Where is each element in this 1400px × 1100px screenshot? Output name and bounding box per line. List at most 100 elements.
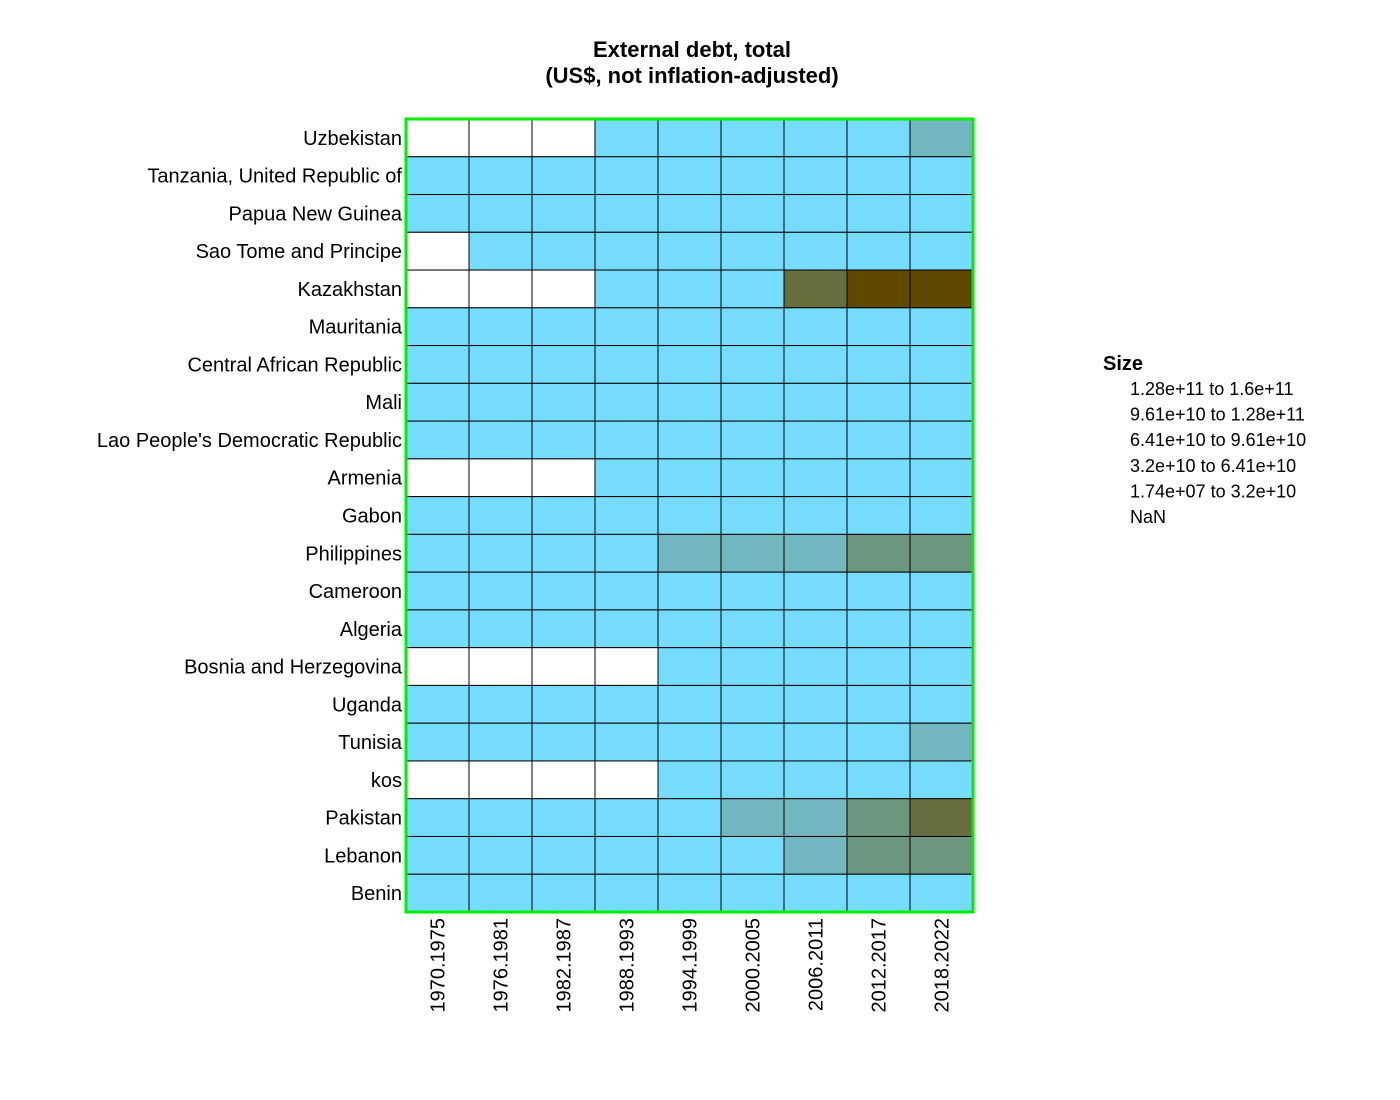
heatmap-cell: [657, 458, 722, 498]
heatmap-cell: [846, 382, 911, 422]
heatmap-cell: [846, 533, 911, 573]
heatmap-cell: [468, 231, 533, 271]
heatmap-cell: [657, 496, 722, 535]
row-label: kos: [371, 770, 402, 792]
heatmap-cell: [531, 345, 596, 384]
heatmap-cell: [846, 420, 911, 460]
heatmap-cell: [783, 496, 848, 535]
heatmap-cell: [783, 382, 848, 422]
legend-item-label: 1.74e+07 to 3.2e+10: [1130, 481, 1296, 501]
row-label: Cameroon: [309, 581, 402, 603]
heatmap-cell: [531, 307, 596, 347]
heatmap-cell: [468, 194, 533, 233]
heatmap-cell: [405, 420, 470, 460]
heatmap-cell: [846, 458, 911, 498]
heatmap-cell: [909, 533, 974, 573]
heatmap-cell: [468, 533, 533, 573]
heatmap-cell: [657, 609, 722, 649]
heatmap-cell: [783, 609, 848, 649]
column-label: 1988.1993: [617, 918, 639, 1013]
heatmap-cell: [783, 420, 848, 460]
heatmap-cell: [783, 571, 848, 611]
heatmap-cell: [594, 458, 659, 498]
heatmap-cell: [846, 571, 911, 611]
heatmap-cell: [909, 420, 974, 460]
heatmap-cell: [720, 269, 785, 309]
heatmap-cell: [909, 571, 974, 611]
heatmap-cell: [846, 118, 911, 158]
heatmap-cell: [594, 156, 659, 196]
heatmap-cell: [783, 269, 848, 309]
heatmap-cell: [594, 345, 659, 384]
heatmap-cell: [594, 496, 659, 535]
heatmap-cell: [783, 118, 848, 158]
heatmap-cell: [909, 722, 974, 762]
row-label: Benin: [351, 883, 402, 905]
heatmap-cell: [909, 269, 974, 309]
heatmap-cell: [405, 873, 470, 913]
heatmap-cell: [468, 458, 533, 498]
heatmap-cell: [405, 382, 470, 422]
heatmap-cell: [846, 722, 911, 762]
row-label: Tanzania, United Republic of: [147, 166, 402, 188]
row-label: Tunisia: [338, 732, 403, 754]
heatmap-cell: [531, 873, 596, 913]
heatmap-cell: [657, 722, 722, 762]
heatmap-cell: [720, 533, 785, 573]
heatmap-cell: [909, 307, 974, 347]
heatmap-cell: [405, 835, 470, 875]
heatmap-cell: [405, 647, 470, 686]
chart-title-line-1: External debt, total: [593, 37, 791, 62]
column-label: 1976.1981: [491, 918, 513, 1013]
row-label: Armenia: [328, 468, 403, 490]
heatmap-cell: [720, 420, 785, 460]
heatmap-cell: [783, 873, 848, 913]
legend-item-label: 3.2e+10 to 6.41e+10: [1130, 456, 1296, 476]
heatmap-cell: [594, 307, 659, 347]
heatmap-cell: [909, 873, 974, 913]
heatmap-cell: [468, 156, 533, 196]
heatmap-cell: [846, 684, 911, 724]
heatmap-cell: [531, 533, 596, 573]
row-label: Mali: [365, 392, 402, 414]
heatmap-cell: [594, 798, 659, 837]
heatmap-cell: [909, 194, 974, 233]
heatmap-cell: [468, 684, 533, 724]
heatmap-cell: [657, 684, 722, 724]
heatmap-cell: [468, 798, 533, 837]
row-label: Sao Tome and Principe: [196, 241, 402, 263]
heatmap-cell: [594, 684, 659, 724]
heatmap-cell: [657, 118, 722, 158]
heatmap-cell: [405, 760, 470, 800]
heatmap-cell: [657, 345, 722, 384]
heatmap-cell: [468, 345, 533, 384]
heatmap-cell: [783, 231, 848, 271]
row-label: Papua New Guinea: [229, 203, 403, 225]
heatmap-cell: [531, 231, 596, 271]
heatmap-cell: [468, 496, 533, 535]
row-label: Lao People's Democratic Republic: [97, 430, 402, 452]
heatmap-cell: [783, 722, 848, 762]
heatmap-cell: [720, 647, 785, 686]
heatmap-cell: [846, 496, 911, 535]
heatmap-cell: [720, 118, 785, 158]
row-label: Gabon: [342, 506, 402, 528]
heatmap-cell: [720, 684, 785, 724]
heatmap-cell: [783, 798, 848, 837]
heatmap-cell: [783, 458, 848, 498]
row-label: Pakistan: [325, 808, 402, 830]
heatmap-cell: [909, 835, 974, 875]
heatmap-cell: [468, 722, 533, 762]
heatmap-cell: [657, 760, 722, 800]
heatmap-cell: [531, 609, 596, 649]
heatmap-cell: [594, 609, 659, 649]
row-label: Uzbekistan: [303, 128, 402, 150]
heatmap-cell: [657, 647, 722, 686]
plot-frame: [404, 117, 975, 914]
heatmap-cell: [783, 156, 848, 196]
heatmap-cell: [657, 382, 722, 422]
heatmap-cell: [405, 307, 470, 347]
heatmap-cell: [594, 382, 659, 422]
heatmap-cell: [909, 382, 974, 422]
heatmap-cell: [594, 231, 659, 271]
